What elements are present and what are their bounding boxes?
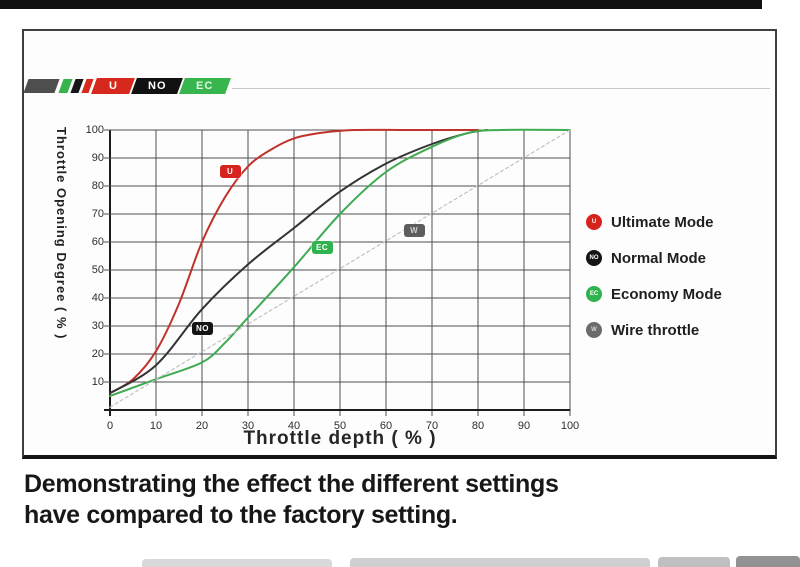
y-tick-10: 10 <box>91 376 104 388</box>
badge-u: U <box>219 165 241 178</box>
x-tick-90: 90 <box>517 420 531 432</box>
x-tick-20: 20 <box>195 420 209 432</box>
legend-dot-ec: EC <box>586 286 602 302</box>
y-axis-title: Throttle Opening Degree ( % ) <box>54 127 69 340</box>
x-tick-50: 50 <box>333 420 347 432</box>
y-tick-20: 20 <box>91 348 104 360</box>
y-tick-40: 40 <box>91 292 104 304</box>
x-tick-80: 80 <box>471 420 485 432</box>
top-black-bar <box>0 0 762 9</box>
x-tick-60: 60 <box>379 420 393 432</box>
y-tick-80: 80 <box>91 180 104 192</box>
legend-label: Normal Mode <box>611 249 707 267</box>
badge-no: NO <box>192 321 213 335</box>
x-tick-30: 30 <box>241 420 255 432</box>
caption-line-1: Demonstrating the effect the different s… <box>24 470 559 498</box>
legend-label: Ultimate Mode <box>611 213 714 231</box>
y-tick-60: 60 <box>91 236 104 248</box>
bottom-artifact <box>142 559 332 567</box>
ribbon-segment-u: U <box>91 78 135 94</box>
y-tick-70: 70 <box>91 208 104 220</box>
legend-item-normal-mode: NO Normal Mode <box>586 249 706 267</box>
badge-ec: EC <box>311 240 333 254</box>
caption-line-2: have compared to the factory setting. <box>24 501 458 529</box>
ribbon-gray-bar <box>23 79 60 93</box>
ribbon-segment-ec: EC <box>179 78 231 94</box>
x-tick-100: 100 <box>560 420 580 432</box>
ribbon-label-no: NO <box>147 80 167 92</box>
bottom-artifact <box>658 557 730 567</box>
bottom-artifact <box>736 556 800 567</box>
legend-dot-u: U <box>586 214 602 230</box>
curve-ultimate-mode <box>109 128 479 395</box>
ribbon-label-u: U <box>108 80 118 92</box>
x-tick-0: 0 <box>106 420 114 432</box>
ribbon-segment-no: NO <box>131 78 183 94</box>
legend-label: Economy Mode <box>611 285 722 303</box>
legend-dot-no: NO <box>586 250 602 266</box>
x-tick-10: 10 <box>149 420 163 432</box>
bottom-artifact <box>350 558 650 567</box>
x-tick-70: 70 <box>425 420 439 432</box>
ribbon-tail-line <box>232 88 770 89</box>
figure-caption: Demonstrating the effect the different s… <box>24 469 559 531</box>
legend-label: Wire throttle <box>611 321 700 339</box>
y-tick-50: 50 <box>91 264 104 276</box>
y-tick-100: 100 <box>85 124 104 136</box>
throttle-curve-plot <box>104 128 571 416</box>
curve-wire-throttle <box>109 129 571 408</box>
legend-dot-w: W <box>586 322 602 338</box>
legend-item-wire-throttle: W Wire throttle <box>586 321 699 339</box>
figure-frame: U NO EC Throttle Opening Degree ( % ) Th… <box>22 29 777 459</box>
x-axis-title: Throttle depth ( % ) <box>243 428 437 449</box>
ribbon-label-ec: EC <box>196 80 214 92</box>
legend-item-ultimate-mode: U Ultimate Mode <box>586 213 714 231</box>
badge-w: W <box>403 223 425 237</box>
legend-item-economy-mode: EC Economy Mode <box>586 285 722 303</box>
y-tick-30: 30 <box>91 320 104 332</box>
curve-economy-mode <box>109 128 571 397</box>
y-tick-90: 90 <box>91 152 104 164</box>
x-tick-40: 40 <box>287 420 301 432</box>
